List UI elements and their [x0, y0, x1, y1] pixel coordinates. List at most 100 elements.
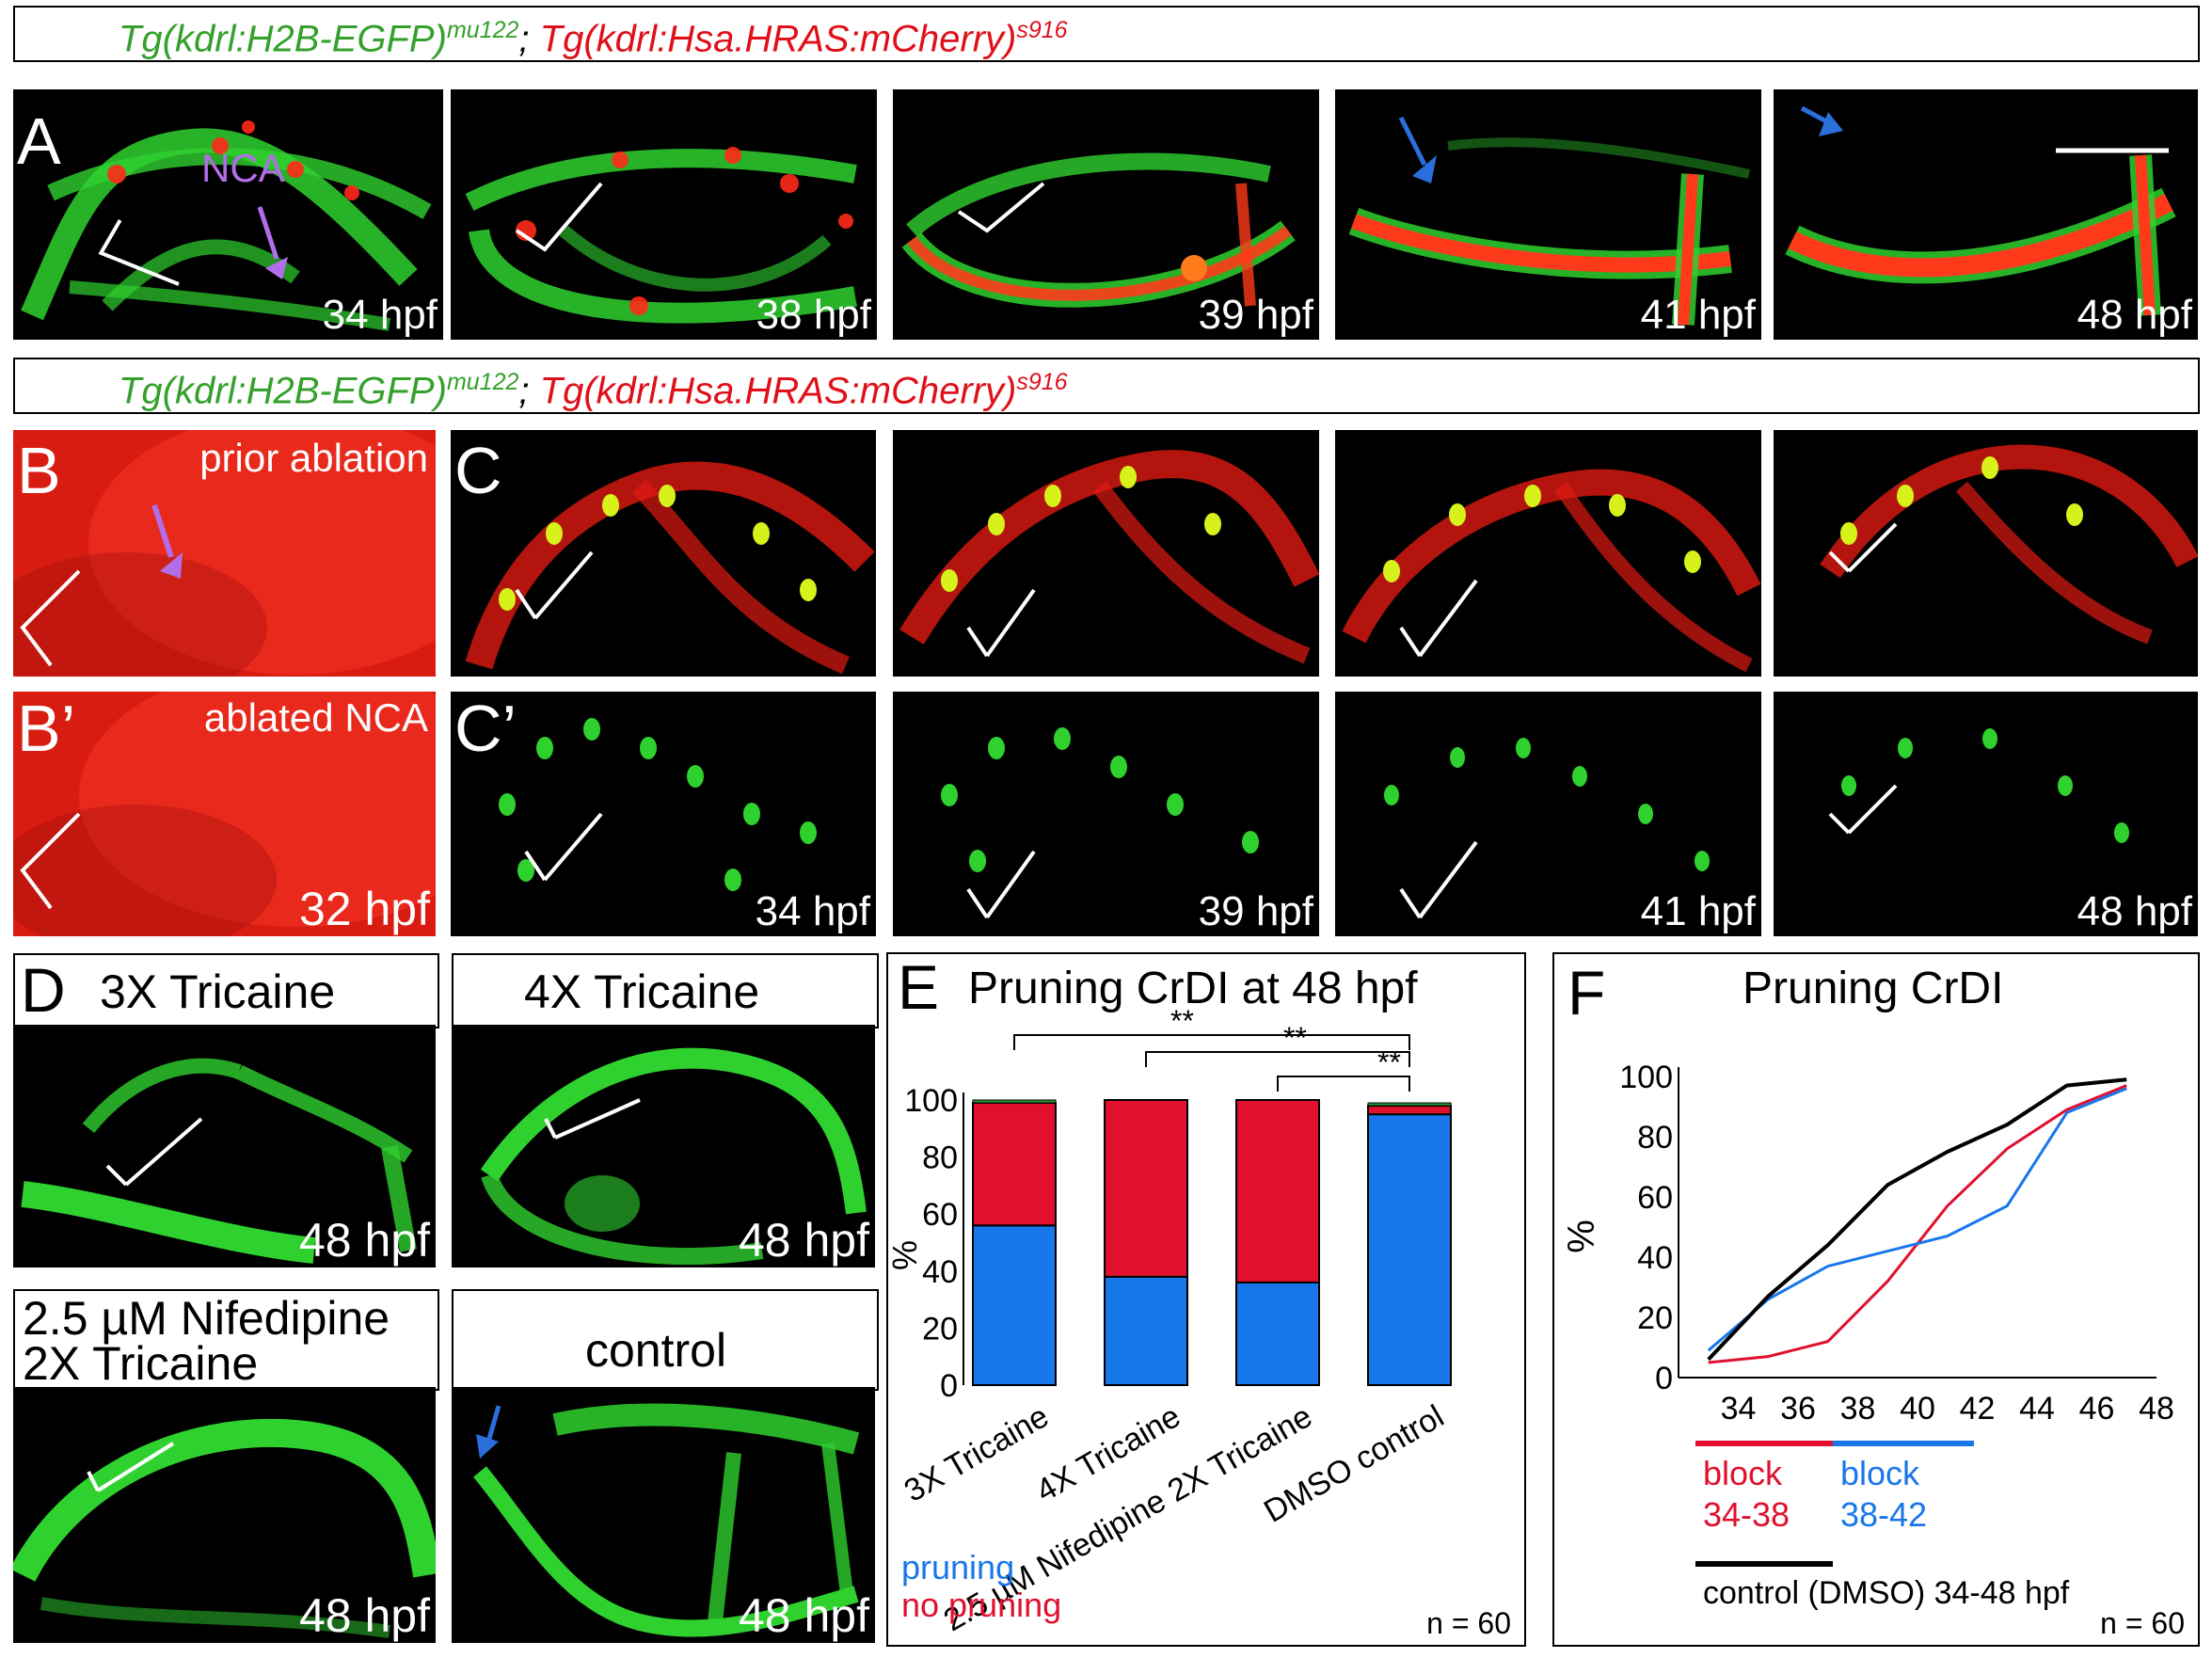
chart-f-x-tick-label: 44 [2019, 1391, 2055, 1427]
panel-d4-title: control [585, 1324, 727, 1377]
banner-row-b: Tg(kdrl:H2B-EGFP)mu122; Tg(kdrl:Hsa.HRAS… [13, 358, 2200, 414]
chart-e-box: E Pruning CrDI at 48 hpf 100 80 60 40 20 0% 3X T… [885, 952, 1526, 1647]
banner-separator: ; [518, 18, 530, 60]
bar-pruning [1104, 1275, 1188, 1386]
chart-e-title: Pruning CrDI at 48 hpf [968, 964, 1418, 1013]
vessel-image [1820, 444, 2198, 645]
legend-block-34-38-range: 34-38 [1703, 1495, 1790, 1534]
chart-f-y-tick-label: 100 [1619, 1060, 1673, 1095]
transgene-red: Tg(kdrl:Hsa.HRAS:mCherry) [539, 370, 1017, 412]
legend-block-38-42-range: 38-42 [1840, 1495, 1927, 1534]
panel-d3-title-box: 2.5 µM Nifedipine 2X Tricaine [13, 1289, 439, 1391]
timestamp: 34 hpf [322, 292, 438, 338]
panel-c-prime-3: 41 hpf [1335, 692, 1761, 936]
panel-d2-title-box: 4X Tricaine [452, 953, 879, 1028]
transgene-green: Tg(kdrl:H2B-EGFP) [119, 370, 447, 412]
panel-a1: A NCA 34 hpf [13, 89, 443, 340]
chart-f-n-count: n = 60 [2100, 1606, 2185, 1640]
chart-f-x-tick-label: 36 [1780, 1391, 1816, 1427]
vessel-image [480, 1047, 867, 1266]
chart-f-x-tick-label: 46 [2079, 1391, 2115, 1427]
panel-b-prime: B’ ablated NCA 32 hpf [13, 692, 436, 936]
chart-f-x-tick-label: 38 [1840, 1391, 1876, 1427]
chart-f-box: F Pruning CrDI 100 80 60 40 20 0 34 36 38 40 42 44 46 4… [1552, 952, 2200, 1647]
timestamp: 48 hpf [298, 1589, 430, 1642]
chart-f-y-tick-label: 40 [1637, 1240, 1673, 1276]
nca-label: NCA [201, 146, 285, 190]
chart-e-n-count: n = 60 [1426, 1606, 1511, 1640]
legend-pruning: pruning [901, 1548, 1014, 1586]
chart-e-panel-label: E [898, 954, 939, 1022]
panel-c-prime-1: C’ 34 hpf [451, 692, 876, 936]
series-line [1707, 1077, 2127, 1362]
panel-c2 [893, 430, 1319, 677]
panel-d2-title: 4X Tricaine [524, 965, 760, 1018]
panel-b-prime-caption: ablated NCA [203, 695, 428, 740]
chart-f-panel-label: F [1567, 958, 1605, 1028]
panel-c1: C [451, 430, 876, 677]
panel-c-prime-4: 48 hpf [1774, 692, 2198, 936]
vessel-image [899, 450, 1319, 664]
panel-label-b-prime: B’ [17, 692, 76, 765]
bar-cap [1367, 1102, 1452, 1107]
chart-f: F Pruning CrDI 100 80 60 40 20 0 34 36 38 40 42 44 46 4… [1561, 958, 2185, 1640]
vessel-image [13, 1419, 436, 1638]
chart-f-y-tick-label: 20 [1637, 1300, 1673, 1336]
timestamp: 48 hpf [2077, 888, 2192, 934]
timestamp: 48 hpf [298, 1214, 430, 1267]
panel-a5: 48 hpf [1774, 89, 2198, 340]
significance-marker: ** [1377, 1045, 1401, 1079]
vessel-image [1342, 469, 1761, 673]
chart-e-y-tick-label: 80 [922, 1140, 958, 1176]
chart-e-y-tick-label: 20 [922, 1311, 958, 1347]
legend-control: control (DMSO) 34-48 hpf [1703, 1575, 2070, 1611]
timestamp: 34 hpf [755, 888, 870, 934]
significance-bracket [1277, 1076, 1410, 1092]
panel-a4: 41 hpf [1335, 89, 1761, 340]
timestamp: 39 hpf [1198, 292, 1313, 338]
transgene-green-sup: mu122 [446, 369, 519, 395]
vessel-image [473, 1403, 860, 1637]
timestamp: 48 hpf [738, 1589, 869, 1642]
panel-a2: 38 hpf [451, 89, 877, 340]
banner-separator: ; [518, 370, 530, 412]
bar-pruning [972, 1224, 1057, 1386]
brightfield-image [13, 430, 436, 677]
nuclei-image [499, 718, 817, 891]
timestamp: 38 hpf [756, 292, 871, 338]
bar-no-pruning [1367, 1105, 1452, 1116]
panel-label-a: A [17, 104, 61, 178]
panel-d3-title-2: 2X Tricaine [23, 1337, 259, 1390]
panel-d1-title: 3X Tricaine [100, 965, 336, 1018]
chart-f-title: Pruning CrDI [1743, 964, 2003, 1013]
chart-f-x-tick-label: 48 [2139, 1391, 2174, 1427]
chart-f-x-tick-label: 42 [1960, 1391, 1996, 1427]
banner-row-b-text: Tg(kdrl:H2B-EGFP)mu122; Tg(kdrl:Hsa.HRAS… [119, 369, 1068, 412]
nuclei-image [1384, 738, 1710, 919]
panel-d3-title: 2.5 µM Nifedipine [23, 1292, 390, 1345]
banner-row-a-text: Tg(kdrl:H2B-EGFP)mu122; Tg(kdrl:Hsa.HRAS… [119, 17, 1068, 60]
series-line [1707, 1087, 2127, 1352]
timestamp: 39 hpf [1198, 888, 1313, 934]
bar-no-pruning [972, 1102, 1057, 1227]
vessel-image [901, 152, 1296, 308]
chart-e: E Pruning CrDI at 48 hpf 100 80 60 40 20 0% 3X T… [885, 952, 1511, 1640]
transgene-green: Tg(kdrl:H2B-EGFP) [119, 18, 447, 60]
significance-marker: ** [1170, 1004, 1194, 1038]
nuclei-image [941, 727, 1259, 919]
panel-label-b: B [17, 434, 61, 507]
bar-cap [972, 1099, 1057, 1104]
panel-d1-title-box: D 3X Tricaine [13, 953, 439, 1028]
panel-b-caption: prior ablation [199, 436, 428, 480]
panel-d4-title-box: control [452, 1289, 879, 1391]
panel-c3 [1335, 430, 1761, 677]
vessel-image [465, 147, 857, 324]
significance-marker: ** [1283, 1021, 1307, 1055]
brightfield-image [13, 692, 436, 936]
bar-no-pruning [1104, 1099, 1188, 1278]
vessel-image [21, 1058, 417, 1264]
banner-row-a: Tg(kdrl:H2B-EGFP)mu122; Tg(kdrl:Hsa.HRAS… [13, 6, 2200, 62]
panel-b: B prior ablation [13, 430, 436, 677]
vessel-image [465, 461, 875, 675]
chart-f-x-tick-label: 34 [1721, 1391, 1757, 1427]
